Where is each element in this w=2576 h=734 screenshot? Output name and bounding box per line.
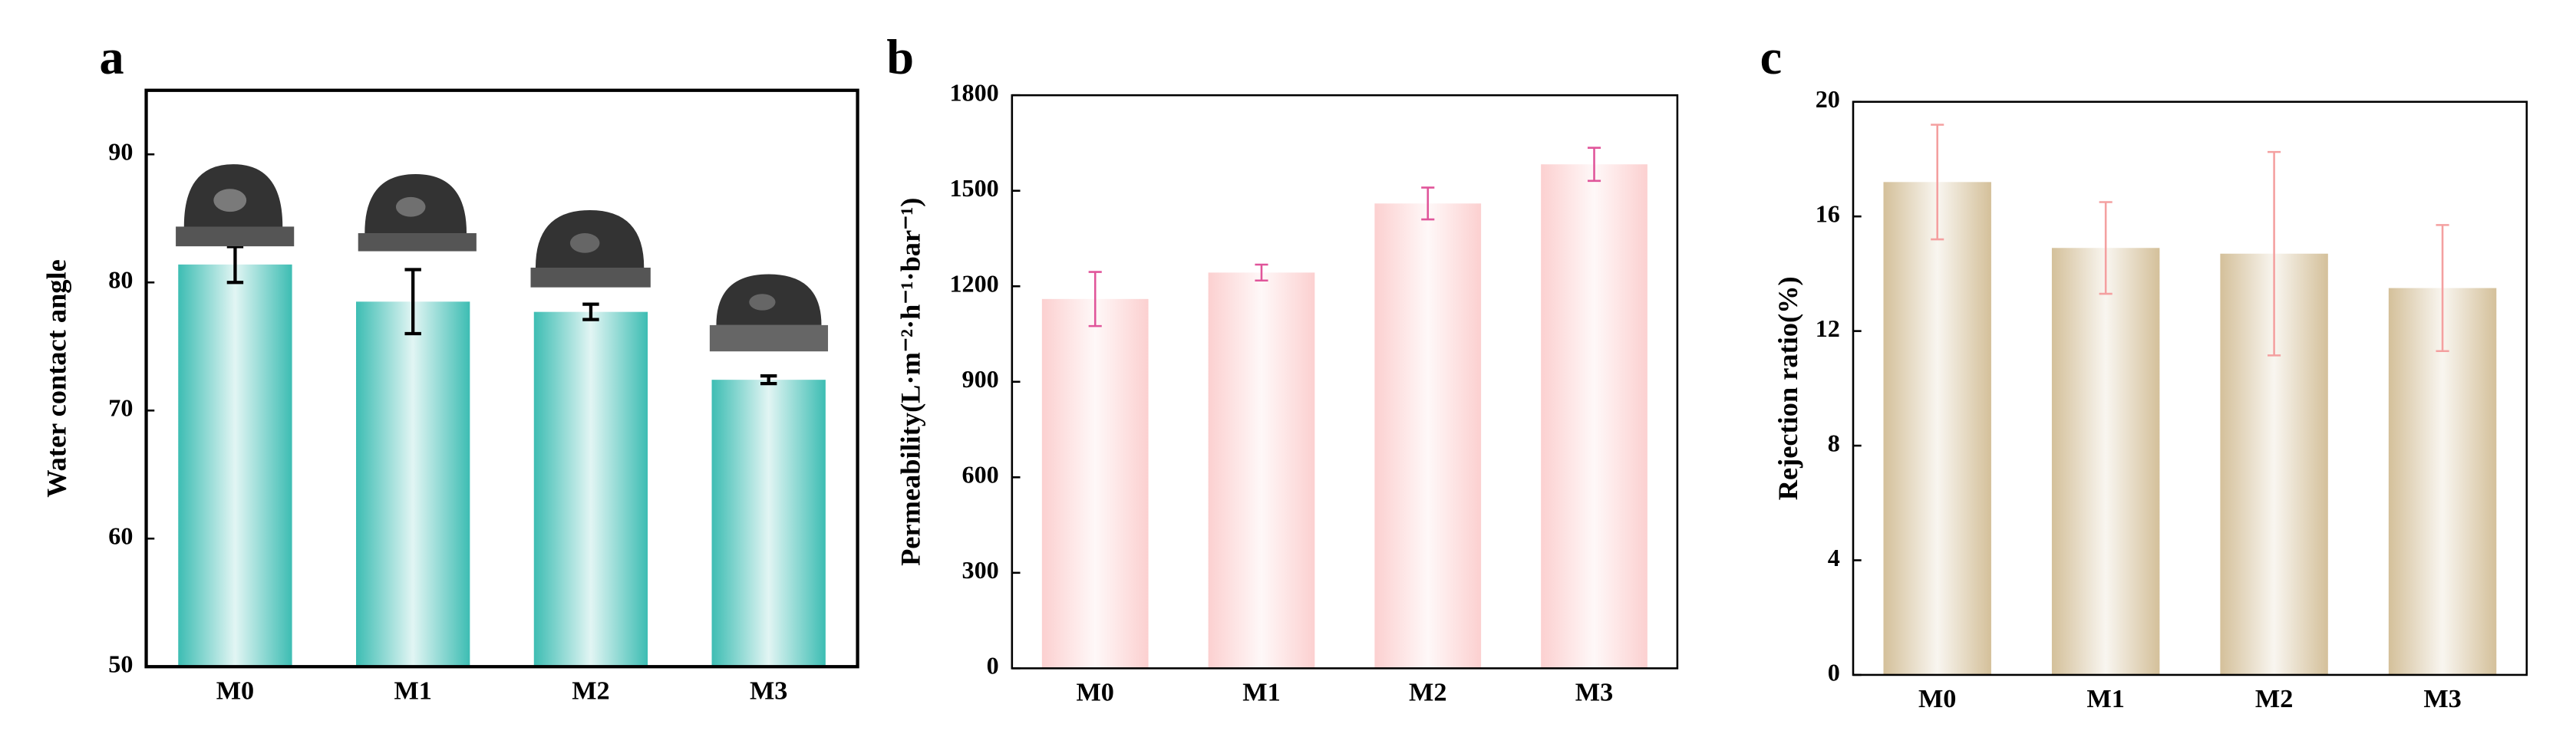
x-tick-label: M1 [2086, 684, 2124, 713]
y-tick-label: 20 [1816, 85, 1840, 113]
bar [2388, 288, 2497, 675]
droplet [709, 274, 829, 352]
x-tick-label: M3 [2423, 684, 2461, 713]
droplet [176, 164, 295, 247]
plot-frame [144, 88, 859, 669]
x-tick-label: M0 [1918, 684, 1956, 713]
plot-frame [1011, 94, 1679, 670]
error-bar [1088, 271, 1102, 328]
bar [178, 264, 292, 667]
bar [1208, 272, 1315, 669]
x-tick-label: M2 [1409, 677, 1446, 706]
error-bar [760, 374, 777, 386]
bar [533, 311, 648, 667]
y-axis-label: Water contact angle [41, 259, 71, 497]
y-tick-label: 60 [108, 522, 133, 550]
y-tick-label: 70 [108, 394, 133, 422]
error-bar [2268, 150, 2281, 357]
y-tick-label: 1500 [949, 174, 998, 202]
y-tick-label: 16 [1816, 200, 1840, 228]
error-bar [1255, 263, 1268, 282]
error-bar [1931, 123, 1944, 241]
y-tick-label: 1800 [949, 79, 998, 107]
x-tick-label: M3 [1575, 677, 1613, 706]
x-tick-label: M0 [216, 676, 254, 705]
x-tick-label: M1 [394, 676, 431, 705]
y-tick-label: 50 [108, 650, 133, 678]
error-bar [1587, 146, 1601, 183]
y-axis-label: Permeability(L·m⁻²·h⁻¹·bar⁻¹) [895, 198, 926, 566]
droplet-images [176, 164, 829, 352]
error-bar [582, 302, 599, 321]
panel-label: b [886, 30, 914, 84]
droplet [530, 210, 651, 288]
panel-label: c [1760, 30, 1783, 84]
error-bar [2099, 201, 2113, 295]
x-tick-label: M2 [2255, 684, 2293, 713]
y-tick-label: 0 [1828, 658, 1840, 686]
y-tick-label: 8 [1828, 429, 1840, 456]
error-bar [226, 245, 244, 285]
bar [1041, 298, 1149, 669]
error-bar [1421, 186, 1435, 221]
y-axis-label: Rejection ratio(%) [1773, 276, 1803, 500]
bar [1374, 203, 1482, 669]
x-tick-label: M1 [1242, 677, 1280, 706]
x-tick-label: M3 [750, 676, 787, 705]
panel-label: a [100, 30, 124, 84]
y-tick-label: 90 [108, 138, 133, 166]
y-tick-label: 80 [108, 266, 133, 294]
bar [356, 301, 470, 667]
y-tick-label: 4 [1828, 544, 1840, 571]
y-tick-label: 900 [962, 365, 999, 393]
bar [1541, 164, 1648, 669]
error-bar [404, 268, 421, 336]
x-tick-label: M0 [1076, 677, 1113, 706]
y-tick-label: 600 [962, 461, 999, 489]
error-bar [2436, 224, 2449, 353]
bar [1883, 182, 1991, 675]
bar [2051, 248, 2160, 675]
bar [711, 380, 826, 667]
droplet [358, 173, 477, 252]
y-tick-label: 1200 [949, 270, 998, 298]
x-tick-label: M2 [572, 676, 609, 705]
y-tick-label: 12 [1816, 314, 1840, 342]
y-tick-label: 0 [987, 652, 999, 680]
plot-frame [1852, 100, 2528, 676]
y-tick-label: 300 [962, 556, 999, 584]
